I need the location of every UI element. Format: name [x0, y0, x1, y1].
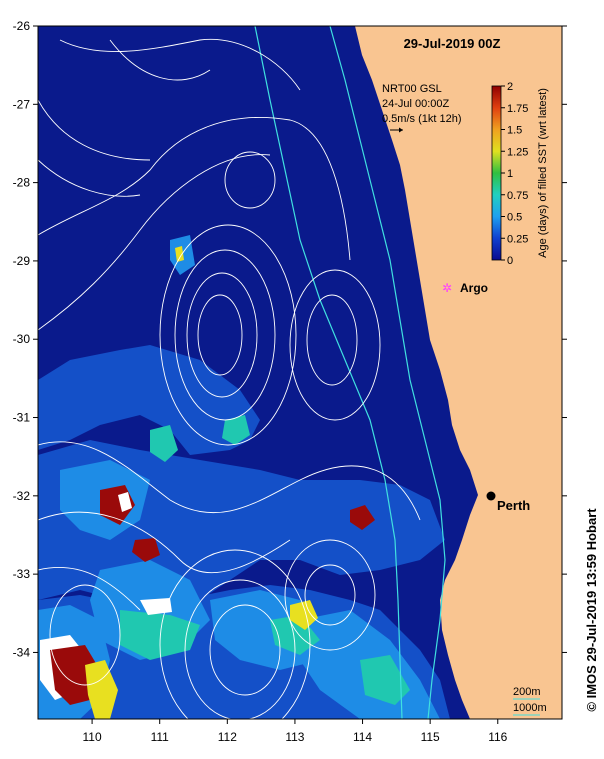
lat-tick-label: -32	[13, 489, 31, 503]
lat-tick-label: -34	[13, 645, 31, 659]
colorbar-gradient	[491, 85, 502, 261]
colorbar-tick-label: 0.25	[507, 233, 528, 245]
lon-tick-label: 115	[421, 730, 440, 744]
product-line-2: 24-Jul 00:00Z	[382, 98, 450, 110]
perth-label: Perth	[497, 498, 530, 513]
colorbar-tick-label: 1.5	[507, 125, 522, 137]
lat-tick-label: -31	[13, 411, 31, 425]
colorbar-tick-label: 0.75	[507, 190, 528, 202]
colorbar-tick-label: 1	[507, 168, 513, 180]
lon-tick-label: 113	[285, 730, 304, 744]
vector-scale-arrow	[390, 127, 403, 133]
colorbar-tick-label: 1.25	[507, 146, 528, 158]
lon-tick-label: 110	[83, 730, 102, 744]
latitude-axis: -26 -27 -28 -29 -30 -31 -32 -33 -34	[13, 19, 567, 659]
isobath-legend: 200m 1000m	[513, 686, 547, 716]
colorbar-tick-label: 0	[507, 255, 513, 267]
lat-tick-label: -33	[13, 567, 31, 581]
colorbar-ticks: 2 1.75 1.5 1.25 1 0.75 0.5 0.25 0	[501, 81, 528, 267]
lat-tick-label: -28	[13, 176, 31, 190]
colorbar: 2 1.75 1.5 1.25 1 0.75 0.5 0.25 0 Age (days) of …	[491, 81, 549, 267]
isobath-label-200m: 200m	[513, 686, 541, 698]
isobath-200m	[329, 26, 446, 719]
colorbar-tick-label: 0.5	[507, 212, 522, 224]
place-perth: Perth	[486, 491, 530, 513]
isobath-label-1000m: 1000m	[513, 702, 547, 714]
argo-marker-icon: ✲	[442, 281, 452, 295]
lon-tick-label: 116	[488, 730, 507, 744]
plot-frame	[37, 25, 563, 720]
lon-tick-label: 112	[218, 730, 237, 744]
isobath-1000m	[254, 26, 403, 719]
place-argo: ✲ Argo	[442, 281, 488, 295]
lat-tick-label: -30	[13, 332, 31, 346]
longitude-axis: 110 111 112 113 114 115 116	[83, 719, 508, 744]
current-contours	[38, 38, 421, 719]
land-western-australia	[355, 26, 562, 719]
lon-tick-label: 111	[151, 730, 170, 744]
sst-patches	[38, 235, 450, 719]
lon-tick-label: 114	[353, 730, 372, 744]
perth-marker-icon	[486, 491, 496, 501]
colorbar-tick-label: 1.75	[507, 103, 528, 115]
lat-tick-label: -27	[13, 97, 31, 111]
plot-area	[38, 26, 562, 719]
product-line-1: NRT00 GSL	[382, 83, 442, 95]
lat-tick-label: -29	[13, 254, 31, 268]
map-title: 29-Jul-2019 00Z	[404, 36, 501, 51]
colorbar-tick-label: 2	[507, 81, 513, 93]
lat-tick-label: -26	[13, 19, 31, 33]
vector-scale-label: 0.5m/s (1kt 12h)	[382, 113, 461, 125]
credit-text: © IMOS 29-Jul-2019 13:59 Hobart	[584, 508, 599, 712]
colorbar-title: Age (days) of filled SST (wrt latest)	[537, 88, 549, 258]
argo-label: Argo	[460, 281, 488, 295]
